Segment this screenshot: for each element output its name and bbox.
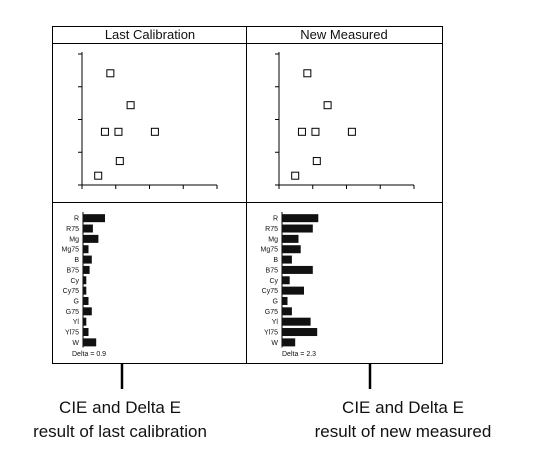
bar-category-label: G75 bbox=[66, 309, 79, 316]
scatter-point bbox=[100, 127, 109, 136]
bar-category-label: R bbox=[74, 216, 79, 223]
bar bbox=[282, 245, 301, 254]
bar-category-label: Yl75 bbox=[264, 330, 278, 337]
bar-category-label: R bbox=[273, 216, 278, 223]
bar bbox=[83, 245, 89, 254]
bar bbox=[83, 276, 87, 285]
outer-frame bbox=[52, 26, 443, 364]
bar bbox=[282, 286, 304, 295]
bar-category-label: B bbox=[74, 257, 79, 264]
bar-category-label: Cy bbox=[70, 278, 79, 285]
bar bbox=[83, 265, 90, 274]
bar-category-label: R75 bbox=[66, 226, 79, 233]
bar bbox=[282, 276, 290, 285]
bar-category-label: G75 bbox=[265, 309, 278, 316]
bar bbox=[282, 255, 292, 264]
bar bbox=[282, 338, 296, 347]
bar bbox=[83, 307, 92, 316]
bar bbox=[282, 214, 319, 223]
caption-left-line1: CIE and Delta E bbox=[59, 398, 181, 417]
bar-category-label: Mg bbox=[268, 236, 278, 243]
bar bbox=[83, 214, 105, 223]
bar bbox=[83, 317, 87, 326]
scatter-point bbox=[347, 127, 356, 136]
delta-label-right: Delta = 2.3 bbox=[282, 351, 316, 358]
bar bbox=[83, 328, 89, 337]
bar-chart-right: R R75 Mg Mg75 B B75 Cy Cy75 G G75 Yl Yl75 W bbox=[260, 212, 319, 348]
bar-category-label: Cy bbox=[269, 278, 278, 285]
bar-category-label: R75 bbox=[265, 226, 278, 233]
bar bbox=[83, 296, 89, 305]
caption-right-line1: CIE and Delta E bbox=[342, 398, 464, 417]
scatter-point bbox=[114, 127, 123, 136]
panel-header-right: New Measured bbox=[300, 27, 387, 42]
panel-frame bbox=[52, 26, 443, 364]
bar bbox=[282, 328, 318, 337]
scatter-point bbox=[150, 127, 159, 136]
bar bbox=[282, 224, 313, 233]
caption-right-line2: result of new measured bbox=[314, 422, 492, 441]
scatter-point bbox=[291, 171, 300, 180]
bar bbox=[282, 307, 292, 316]
scatter-plot-right bbox=[275, 52, 415, 189]
bar bbox=[83, 286, 87, 295]
bar-category-label: Cy75 bbox=[262, 288, 278, 295]
scatter-point bbox=[312, 157, 321, 166]
bar bbox=[282, 317, 311, 326]
bar-category-label: Yl75 bbox=[65, 330, 79, 337]
bar-category-label: Yl bbox=[272, 319, 279, 326]
bar bbox=[83, 338, 97, 347]
bar bbox=[83, 234, 99, 243]
bar-category-label: B75 bbox=[266, 267, 279, 274]
scatter-point bbox=[126, 101, 135, 110]
scatter-point bbox=[106, 69, 115, 78]
bar-category-label: G bbox=[74, 298, 79, 305]
caption-left: CIE and Delta E result of last calibrati… bbox=[0, 396, 260, 444]
bar bbox=[83, 255, 92, 264]
caption-left-line2: result of last calibration bbox=[33, 422, 207, 441]
scatter-point bbox=[323, 101, 332, 110]
scatter-point bbox=[297, 127, 306, 136]
bar-category-label: Cy75 bbox=[63, 288, 79, 295]
bar-chart-left: R R75 Mg Mg75 B B75 Cy Cy75 G G75 Yl Yl75 W bbox=[61, 212, 105, 348]
bar-category-label: Mg75 bbox=[61, 247, 79, 254]
scatter-point bbox=[94, 171, 103, 180]
scatter-plot-left bbox=[78, 52, 218, 189]
scatter-point bbox=[115, 157, 124, 166]
bar-category-label: W bbox=[271, 340, 278, 347]
bar-category-label: B bbox=[273, 257, 278, 264]
bar-category-label: Mg bbox=[69, 236, 79, 243]
caption-right: CIE and Delta E result of new measured bbox=[263, 396, 543, 444]
bar bbox=[83, 224, 93, 233]
bar bbox=[282, 265, 313, 274]
bar-category-label: Yl bbox=[73, 319, 80, 326]
bar-category-label: G bbox=[273, 298, 278, 305]
bar bbox=[282, 296, 288, 305]
delta-label-left: Delta = 0.9 bbox=[72, 351, 106, 358]
bar-category-label: W bbox=[72, 340, 79, 347]
bar bbox=[282, 234, 299, 243]
bar-category-label: Mg75 bbox=[260, 247, 278, 254]
bar-category-label: B75 bbox=[67, 267, 80, 274]
scatter-point bbox=[311, 127, 320, 136]
panel-header-left: Last Calibration bbox=[105, 27, 195, 42]
scatter-point bbox=[303, 69, 312, 78]
